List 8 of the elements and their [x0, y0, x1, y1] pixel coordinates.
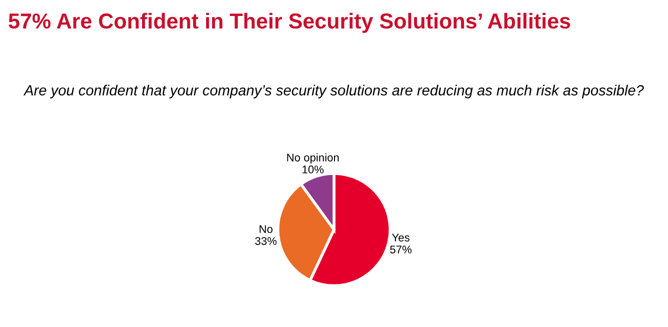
slice-label: Yes [392, 234, 410, 242]
data-label: 10% [302, 166, 324, 174]
data-label: 33% [255, 237, 277, 245]
slice-label: No opinion [287, 153, 339, 164]
slice-label: No [260, 225, 272, 233]
data-label: 57% [390, 246, 412, 254]
chart-title: 57% Are Confident in Their Security Solutions’ Abilities [8, 12, 570, 33]
chart-subtitle: Are you confident that your company’s security solutions are reducing as much risk as possible? [23, 84, 644, 98]
